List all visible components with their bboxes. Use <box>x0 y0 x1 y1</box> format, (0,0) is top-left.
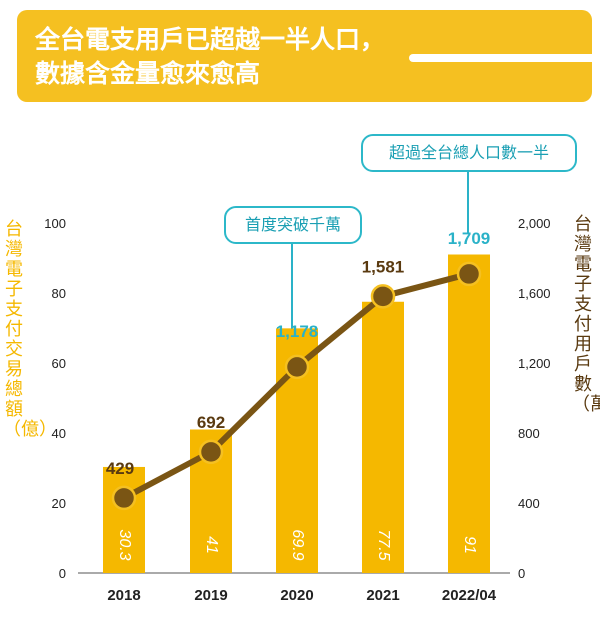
left-tick-label: 20 <box>52 496 66 511</box>
bar-value-label: 91 <box>461 536 478 554</box>
header-title-line2: 數據含金量愈來愈高 <box>35 59 261 88</box>
right-tick-label: 800 <box>518 426 540 441</box>
line-marker <box>284 354 310 380</box>
left-tick-label: 40 <box>52 426 66 441</box>
right-tick-label: 2,000 <box>518 216 551 231</box>
user-count-label: 1,178 <box>276 322 319 341</box>
x-tick-label: 2022/04 <box>442 587 497 604</box>
left-tick-label: 60 <box>52 356 66 371</box>
header-title: 全台電支用戶已超越一半人口， 數據含金量愈來愈高 <box>35 23 385 91</box>
left-tick-label: 0 <box>59 566 66 581</box>
user-count-label: 692 <box>197 413 225 432</box>
line-marker <box>198 439 224 465</box>
left-tick-label: 100 <box>44 216 66 231</box>
bar-value-label: 77.5 <box>375 529 392 560</box>
bar <box>362 301 404 573</box>
right-tick-label: 400 <box>518 496 540 511</box>
user-count-label: 1,581 <box>362 257 405 276</box>
user-count-label: 1,709 <box>448 229 491 248</box>
left-tick-label: 80 <box>52 286 66 301</box>
header-decor-line <box>409 54 597 62</box>
callout-half-population: 超過全台總人口數一半 <box>361 134 577 172</box>
x-tick-label: 2020 <box>280 587 313 604</box>
right-tick-label: 1,200 <box>518 356 551 371</box>
x-tick-label: 2021 <box>366 587 399 604</box>
bar <box>448 254 490 573</box>
bar-value-label: 69.9 <box>289 529 306 560</box>
callout-first-ten-million: 首度突破千萬 <box>224 206 362 244</box>
bar-value-label: 30.3 <box>116 529 133 560</box>
right-tick-label: 0 <box>518 566 525 581</box>
line-marker <box>370 284 396 309</box>
x-tick-label: 2018 <box>107 587 140 604</box>
user-count-label: 429 <box>106 459 134 478</box>
right-tick-label: 1,600 <box>518 286 551 301</box>
right-axis-title: 台灣電子支付用戶數（萬） <box>572 214 600 415</box>
x-tick-label: 2019 <box>194 587 227 604</box>
bar-value-label: 41 <box>203 536 220 554</box>
header-title-line1: 全台電支用戶已超越一半人口， <box>35 25 386 54</box>
bar <box>103 466 145 573</box>
line-marker <box>111 485 137 511</box>
line-marker <box>456 261 482 287</box>
